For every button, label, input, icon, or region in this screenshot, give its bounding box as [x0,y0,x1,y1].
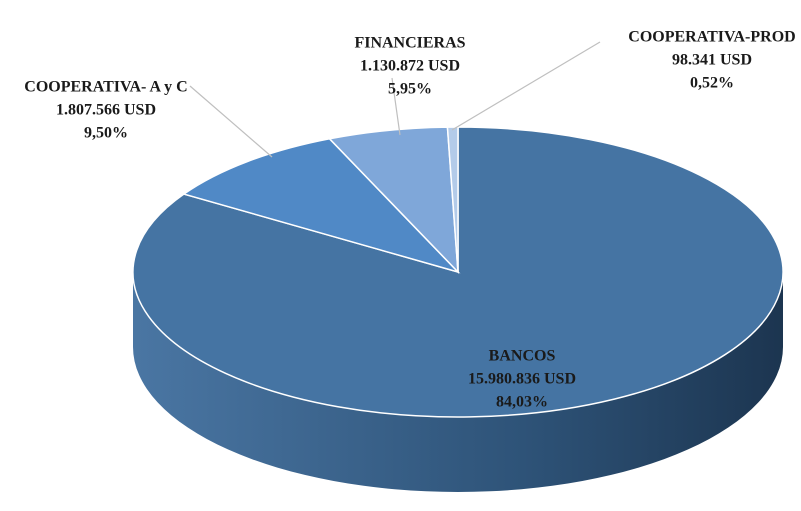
leader-line [451,41,601,131]
category-label: COOPERATIVA-PROD [628,29,795,46]
category-label: FINANCIERAS [354,35,465,52]
value-label: 1.130.872 USD [360,58,460,75]
value-label: 15.980.836 USD [468,371,576,388]
value-label: 1.807.566 USD [56,102,156,119]
leader-line [189,85,273,158]
pie-side [133,272,783,492]
percent-label: 0,52% [690,75,734,92]
pie-slice [328,126,459,275]
percent-label: 5,95% [388,81,432,98]
pie-slice [182,137,461,274]
category-label: COOPERATIVA- A y C [24,79,187,96]
value-label: 98.341 USD [672,52,752,69]
leader-line [391,77,401,136]
percent-label: 9,50% [84,125,128,142]
category-label: BANCOS [489,348,556,365]
percent-label: 84,03% [496,394,548,411]
